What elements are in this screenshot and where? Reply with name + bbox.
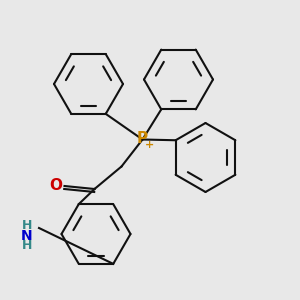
Text: P: P [137, 131, 148, 146]
Text: N: N [21, 229, 33, 242]
Text: +: + [145, 140, 154, 151]
Text: H: H [22, 238, 32, 252]
Text: H: H [22, 219, 32, 232]
Text: O: O [49, 178, 62, 193]
